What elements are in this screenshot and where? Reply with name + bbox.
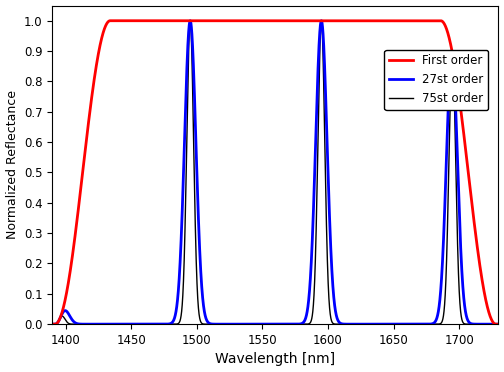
75st order — [49, 322, 55, 326]
27st order — [187, 19, 193, 23]
First order — [495, 322, 501, 326]
27st order — [104, 322, 110, 326]
First order — [474, 241, 480, 246]
27st order — [284, 322, 290, 326]
75st order — [187, 19, 193, 23]
27st order — [49, 322, 55, 326]
75st order — [284, 322, 290, 326]
First order — [49, 322, 55, 326]
First order — [104, 21, 110, 25]
27st order — [454, 130, 460, 134]
27st order — [474, 322, 480, 326]
First order — [59, 308, 66, 312]
27st order — [334, 314, 340, 318]
Line: First order: First order — [52, 21, 498, 324]
Y-axis label: Normalized Reflectance: Normalized Reflectance — [6, 90, 19, 239]
75st order — [59, 314, 66, 318]
First order — [334, 19, 340, 23]
27st order — [495, 322, 501, 326]
27st order — [59, 311, 66, 315]
Legend: First order, 27st order, 75st order: First order, 27st order, 75st order — [385, 50, 488, 110]
First order — [107, 19, 113, 23]
Line: 75st order: 75st order — [52, 21, 498, 324]
75st order — [454, 198, 460, 202]
First order — [454, 76, 460, 80]
X-axis label: Wavelength [nm]: Wavelength [nm] — [215, 352, 336, 366]
First order — [284, 19, 290, 23]
75st order — [334, 322, 340, 326]
Line: 27st order: 27st order — [52, 21, 498, 324]
75st order — [474, 322, 480, 326]
75st order — [104, 322, 110, 326]
75st order — [495, 322, 501, 326]
